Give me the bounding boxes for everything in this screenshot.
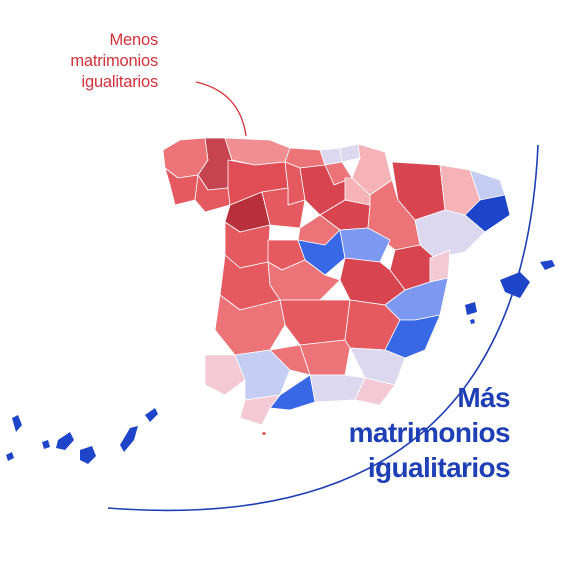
la-gomera-island <box>42 440 50 449</box>
mallorca-island <box>500 272 530 298</box>
province-huelva <box>204 354 246 396</box>
label-fewer-marriages: Menos matrimonios igualitarios <box>70 30 158 93</box>
ibiza-island <box>465 302 477 315</box>
label-more-line-1: Más <box>457 382 510 413</box>
province-cadiz <box>239 394 281 426</box>
label-fewer-line-1: Menos <box>109 31 158 49</box>
canary-islands <box>6 408 158 464</box>
legend-arc <box>107 144 539 512</box>
formentera-island <box>470 319 475 324</box>
ceuta <box>261 431 267 436</box>
label-more-line-3: igualitarios <box>367 452 511 483</box>
province-badajoz <box>214 294 286 356</box>
la-palma-island <box>12 415 22 432</box>
province-ciudad-real <box>279 299 351 346</box>
tenerife-island <box>56 432 74 450</box>
el-hierro-island <box>6 452 14 461</box>
label-more-line-2: matrimonios <box>348 417 511 448</box>
province-almeria <box>354 377 396 406</box>
province-gipuzkoa <box>339 143 361 163</box>
province-barcelona <box>464 194 511 233</box>
gran-canaria-island <box>80 446 96 464</box>
pointer-line <box>195 81 247 137</box>
menorca-island <box>540 260 555 270</box>
fuerteventura-island <box>120 426 138 452</box>
lanzarote-island <box>145 408 158 422</box>
label-more-marriages: Más matrimonios igualitarios <box>348 380 511 485</box>
label-fewer-line-3: igualitarios <box>81 73 159 91</box>
balearic-islands <box>465 260 555 324</box>
province-guadalajara <box>339 227 391 263</box>
label-fewer-line-2: matrimonios <box>70 52 158 70</box>
province-jaen <box>299 339 351 376</box>
mainland-spain <box>162 137 511 436</box>
